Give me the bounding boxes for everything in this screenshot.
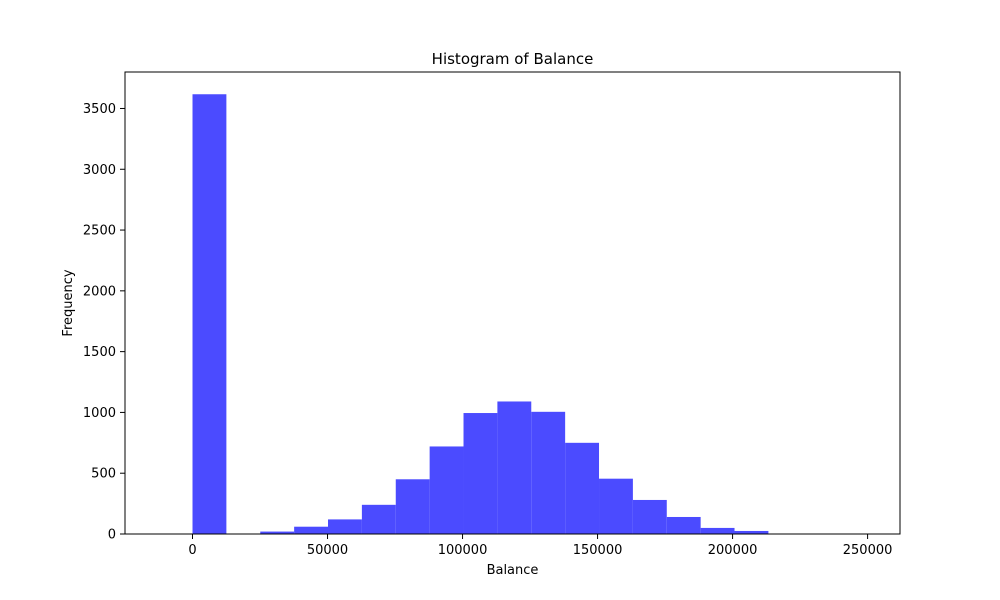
x-tick-label-3: 150000 xyxy=(573,543,623,558)
y-tick-label-7: 3500 xyxy=(83,102,116,117)
y-tick-label-4: 2000 xyxy=(83,284,116,299)
plot-frame xyxy=(124,71,901,535)
histogram-bar-2 xyxy=(260,531,295,534)
histogram-bar-0 xyxy=(192,94,227,534)
histogram-bar-7 xyxy=(429,446,464,534)
histogram-bar-12 xyxy=(599,478,633,534)
x-tick-label-5: 250000 xyxy=(843,543,893,558)
histogram-bar-9 xyxy=(497,401,532,534)
x-axis-label: Balance xyxy=(487,563,539,578)
histogram-bar-15 xyxy=(700,527,735,534)
y-axis-label: Frequency xyxy=(61,269,76,336)
histogram-bar-13 xyxy=(632,499,667,534)
histogram-bar-14 xyxy=(666,516,701,534)
histogram-bar-3 xyxy=(294,526,329,534)
histogram-bar-11 xyxy=(565,442,600,534)
y-tick-label-5: 2500 xyxy=(83,224,116,239)
x-tick-label-4: 200000 xyxy=(708,543,758,558)
x-tick-label-2: 100000 xyxy=(438,543,488,558)
histogram-bar-10 xyxy=(531,411,566,534)
y-tick-label-3: 1500 xyxy=(83,345,116,360)
x-axis-ticks: 0 50000 100000 150000 200000 250000 xyxy=(188,534,892,558)
histogram-bar-16 xyxy=(734,530,769,534)
y-tick-label-0: 0 xyxy=(108,528,116,543)
y-axis-ticks: 0 500 1000 1500 2000 2500 3000 3500 xyxy=(83,102,125,543)
histogram-bar-6 xyxy=(395,479,430,534)
y-tick-label-2: 1000 xyxy=(83,406,116,421)
histogram-bar-4 xyxy=(328,519,362,534)
bars-group xyxy=(192,94,871,534)
chart-title: Histogram of Balance xyxy=(432,50,594,68)
histogram-bar-8 xyxy=(463,413,498,534)
x-tick-label-0: 0 xyxy=(188,543,196,558)
y-tick-label-6: 3000 xyxy=(83,163,116,178)
y-tick-label-1: 500 xyxy=(91,467,116,482)
x-tick-label-1: 50000 xyxy=(307,543,348,558)
histogram-bar-5 xyxy=(361,504,396,534)
